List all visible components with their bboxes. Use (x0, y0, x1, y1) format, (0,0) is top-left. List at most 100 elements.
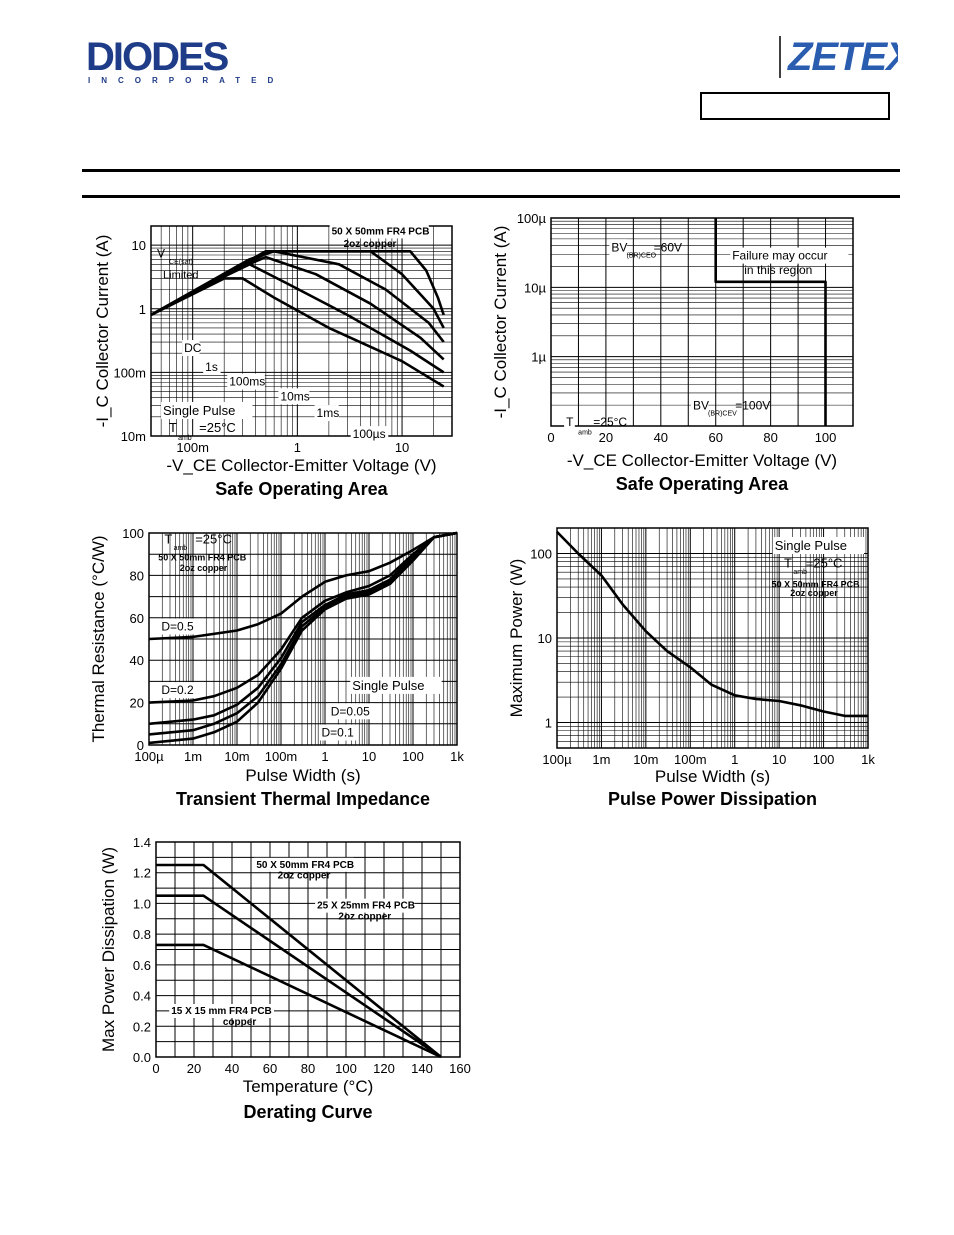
y-tick-label: 0.2 (133, 1019, 151, 1034)
annotation-backdrop (315, 898, 415, 913)
annotation-label: =25°C (195, 532, 232, 547)
x-tick-label: 0 (547, 430, 554, 445)
annotation-label: 1s (205, 360, 218, 374)
annotation-label: (BR)CEO (627, 253, 657, 260)
annotation-label: 50 X 50mm FR4 PCB (332, 226, 430, 237)
annotation-label: copper (223, 1017, 256, 1028)
y-tick-label: 0.6 (133, 958, 151, 973)
annotation-label: D=0.1 (321, 726, 354, 740)
plot-frame (556, 527, 869, 749)
series-line-single-pulse (148, 531, 458, 745)
annotation-label: 2oz copper (344, 239, 397, 250)
annotation-label: =25°C (593, 415, 627, 429)
annotation-label: Single Pulse (775, 538, 847, 553)
annotation-label: Single Pulse (352, 678, 424, 693)
header-rule-top (82, 169, 900, 172)
y-axis-label: Maximum Power (W) (507, 559, 526, 718)
annotation-backdrop (329, 224, 429, 239)
annotation-label: 10ms (280, 389, 309, 403)
annotation-backdrop (319, 724, 358, 741)
y-tick-label: 10µ (524, 280, 546, 295)
annotation-label: 50 X 50mm FR4 PCB (772, 579, 861, 589)
y-tick-label: 0.4 (133, 989, 151, 1004)
annotation-label: 50 X 50mm FR4 PCB (158, 553, 247, 563)
diodes-logo-subtext: INCORPORATED (88, 76, 276, 85)
series-line-dc (150, 277, 445, 388)
x-tick-label: 1m (184, 749, 202, 764)
chart-title: Pulse Power Dissipation (608, 789, 817, 809)
y-tick-label: 80 (130, 568, 144, 583)
x-axis-label: -V_CE Collector-Emitter Voltage (V) (166, 456, 436, 475)
chart-title: Derating Curve (243, 1102, 372, 1122)
y-tick-label: 20 (130, 696, 144, 711)
series-line-d-0-2 (148, 531, 458, 704)
annotation-label: T (169, 420, 177, 435)
series-line-15-x-15-mm-fr4-pcb (156, 943, 442, 1059)
x-tick-label: 100 (402, 749, 424, 764)
annotation-label: Failure may occur (732, 249, 827, 263)
x-tick-label: 100 (813, 752, 835, 767)
y-tick-label: 60 (130, 611, 144, 626)
annotation-label: 50 X 50mm FR4 PCB (256, 860, 354, 871)
y-tick-label: 100 (530, 546, 552, 561)
x-tick-label: 10m (224, 749, 249, 764)
series-line-25-x-25mm-fr4-pcb (156, 894, 442, 1059)
annotation-label: =25°C (806, 556, 843, 571)
annotation-label: 25 X 25mm FR4 PCB (317, 901, 415, 912)
annotation-label: D=0.05 (331, 704, 370, 718)
annotation-label: =25°C (199, 420, 236, 435)
annotation-backdrop (564, 414, 575, 430)
part-number-box (700, 92, 890, 120)
annotation-label: V (157, 247, 165, 261)
annotation-backdrop (609, 239, 627, 256)
x-tick-label: 160 (449, 1061, 471, 1076)
x-tick-label: 10 (772, 752, 786, 767)
y-tick-label: 10 (538, 631, 552, 646)
chart-transient-thermal-impedance: 100µ 1m 10m 100m 1 10 100 1k 0 20 40 60 80 100 Pulse W… (89, 526, 464, 809)
x-tick-label: 0 (152, 1061, 159, 1076)
y-tick-label: 100µ (517, 211, 547, 226)
x-tick-label: 20 (599, 430, 613, 445)
annotation-backdrop (161, 402, 253, 419)
x-tick-label: 100µ (542, 752, 572, 767)
x-tick-label: 80 (301, 1061, 315, 1076)
chart-derating-curve: 0 20 40 60 80 100 120 140 160 0.0 0.2 0.4 0.6 0.8 1.0 1… (99, 835, 471, 1122)
x-tick-label: 140 (411, 1061, 433, 1076)
chart-safe-operating-area-log: 100m 1 10 10 1 100m 10m -V_CE Collector-Emitter… (93, 224, 453, 499)
annotation-backdrop (169, 1004, 274, 1018)
annotation-label: D=0.2 (161, 683, 194, 697)
x-axis-label: Temperature (°C) (243, 1077, 374, 1096)
x-tick-label: 100m (674, 752, 707, 767)
series-line-50-x-50mm-fr4-pcb (156, 863, 442, 1059)
x-tick-label: 10m (633, 752, 658, 767)
chart-title: Safe Operating Area (616, 474, 789, 494)
y-tick-label: 0.8 (133, 927, 151, 942)
y-tick-label: 10m (121, 429, 146, 444)
x-tick-label: 1 (294, 440, 301, 455)
x-tick-label: 10 (362, 749, 376, 764)
x-tick-label: 100 (335, 1061, 357, 1076)
y-tick-label: 100 (122, 526, 144, 541)
annotation-label: amb (578, 429, 592, 436)
y-tick-label: 1µ (531, 350, 546, 365)
annotation-label: D=0.5 (161, 620, 194, 634)
annotation-backdrop (314, 405, 339, 422)
annotation-backdrop (159, 618, 197, 635)
zetex-logo-text: ZETEX (787, 35, 898, 79)
x-tick-label: 1 (731, 752, 738, 767)
y-tick-label: 40 (130, 653, 144, 668)
annotation-label: 2oz copper (180, 563, 228, 573)
annotation-backdrop (278, 388, 310, 405)
y-tick-label: 1.0 (133, 896, 151, 911)
annotation-label: 2oz copper (790, 588, 838, 598)
x-tick-label: 10 (395, 440, 409, 455)
annotation-backdrop (159, 682, 197, 699)
annotation-label: in this region (744, 263, 812, 277)
annotation-backdrop (350, 426, 389, 443)
diodes-logo-text: DIODES (86, 36, 229, 79)
annotation-backdrop (730, 247, 849, 264)
x-tick-label: 1 (321, 749, 328, 764)
annotation-label: CE(sat) (169, 259, 193, 266)
header-rule-bottom (82, 195, 900, 198)
annotation-label: 100µs (353, 427, 386, 441)
